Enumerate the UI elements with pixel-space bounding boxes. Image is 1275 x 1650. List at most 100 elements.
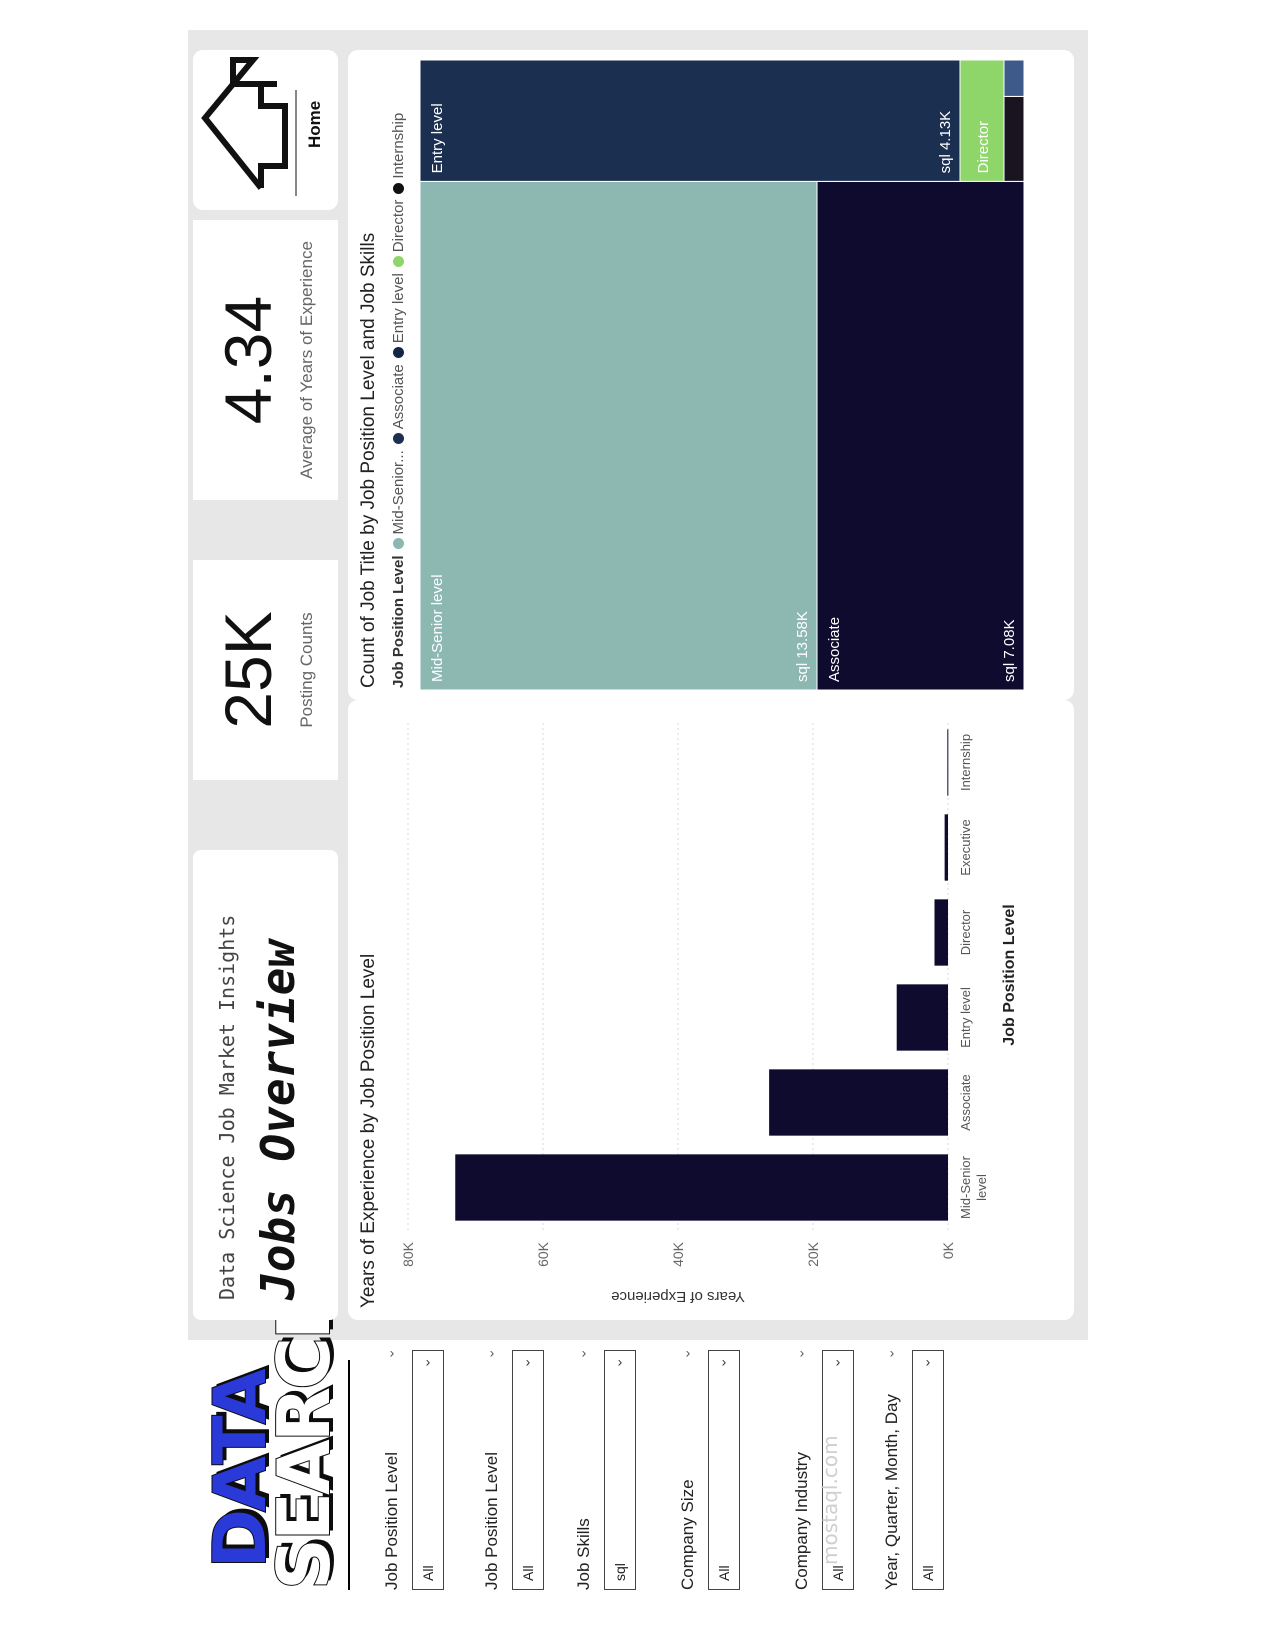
home-button[interactable]: Home <box>193 50 338 210</box>
x-axis-title: Job Position Level <box>1001 904 1018 1045</box>
x-tick-line: Mid-Senior <box>958 1155 973 1219</box>
logo-divider <box>348 1360 350 1590</box>
slicer-label: Company Size <box>678 1479 697 1590</box>
slicer-label: Job Position Level <box>382 1452 401 1590</box>
header: Data Science Job Market Insights Jobs Ov… <box>193 50 338 1320</box>
legend-dot-icon <box>393 182 404 194</box>
bar-entry-level <box>896 984 949 1051</box>
slicer-value: All <box>830 1565 846 1581</box>
legend-item-label: Mid-Senior... <box>390 450 407 535</box>
legend-item-internship[interactable]: Internship <box>390 113 407 194</box>
y-tick-label: 40K <box>670 1241 686 1267</box>
slicer-dropdown[interactable]: All › <box>412 1350 444 1590</box>
chevron-down-icon: › <box>925 1353 931 1370</box>
slicer-job-position-level: Job Position Level › All › <box>378 1344 444 1590</box>
slicer-dropdown[interactable]: All › <box>708 1350 740 1590</box>
tile-value: sql 4.13K <box>937 111 954 174</box>
tile-label: Associate <box>826 617 843 682</box>
x-tick-label: Executive <box>958 819 973 875</box>
y-axis-title: Years of Experience <box>611 1288 745 1305</box>
tile-mid-senior <box>419 180 818 691</box>
chevron-down-icon: › <box>835 1353 841 1370</box>
tile-value: sql 7.08K <box>1001 619 1018 682</box>
tile-label: Mid-Senior level <box>429 574 446 682</box>
slicer-label: Job Position Level <box>482 1452 501 1590</box>
data-search-logo: DATA SEARCH <box>197 1282 347 1591</box>
y-tick-label: 60K <box>535 1241 551 1267</box>
chevron-down-icon: › <box>525 1353 531 1370</box>
bar-director <box>934 899 948 966</box>
kpi-avg-experience: 4.34 Average of Years of Experience <box>193 220 338 500</box>
x-tick-label: Internship <box>958 734 973 791</box>
slicer-value: All <box>716 1565 732 1581</box>
chevron-right-icon[interactable]: › <box>581 1344 587 1361</box>
slicer-label: Job Skills <box>574 1518 593 1590</box>
slicer-value: All <box>520 1565 536 1581</box>
tile-value: sql 13.58K <box>794 611 811 682</box>
bar-internship <box>947 729 949 796</box>
tile-label: Director <box>975 121 992 174</box>
x-tick-label: Director <box>958 909 973 955</box>
legend-item-label: Director <box>390 199 407 253</box>
slicer-value: All <box>920 1565 936 1581</box>
chevron-down-icon: › <box>425 1353 431 1370</box>
slicer-label: Year, Quarter, Month, Day <box>882 1394 901 1590</box>
tile-executive <box>1003 59 1025 97</box>
chevron-right-icon[interactable]: › <box>489 1344 495 1361</box>
page-subtitle: Data Science Job Market Insights <box>215 914 239 1300</box>
y-tick-label: 80K <box>400 1241 416 1267</box>
kpi-value: 4.34 <box>211 295 285 425</box>
treemap-plot: Mid-Senior level sql 13.58K Associate sql 7… <box>419 59 1025 691</box>
kpi-label: Posting Counts <box>297 612 316 728</box>
bar-associate <box>769 1069 948 1136</box>
bar-mid-senior-level <box>455 1154 948 1221</box>
legend-item-label: Entry level <box>390 273 407 344</box>
kpi-posting-counts: 25K Posting Counts <box>193 560 338 780</box>
chevron-right-icon[interactable]: › <box>889 1344 895 1361</box>
y-tick-label: 0K <box>940 1241 956 1259</box>
legend-item-label: Internship <box>390 112 407 179</box>
legend-item-entry-level[interactable]: Entry level <box>390 273 407 359</box>
slicer-job-skills: Job Skills › sql › <box>570 1344 636 1590</box>
chevron-down-icon: › <box>721 1353 727 1370</box>
home-label: Home <box>305 100 324 148</box>
experience-bar-chart: Years of Experience by Job Position Leve… <box>348 700 1074 1320</box>
title-card: Data Science Job Market Insights Jobs Ov… <box>193 850 338 1320</box>
job-title-treemap: Count of Job Title by Job Position Level… <box>348 50 1074 700</box>
slicer-dropdown[interactable]: All › <box>512 1350 544 1590</box>
home-icon <box>201 57 297 196</box>
chevron-right-icon[interactable]: › <box>389 1344 395 1361</box>
x-tick-label: Mid-Seniorlevel <box>958 1155 989 1219</box>
dashboard-canvas: DATA SEARCH Job Position Level › All › Job… <box>188 30 1088 1610</box>
slicer-job-position-level-2: Job Position Level › All › <box>478 1344 544 1590</box>
tile-associate <box>816 180 1025 691</box>
y-tick-label: 20K <box>805 1241 821 1267</box>
tile-internship <box>1003 95 1025 182</box>
page-title: Jobs Overview <box>251 939 305 1300</box>
slicer-value: sql <box>612 1563 628 1581</box>
tile-label: Entry level <box>429 103 446 173</box>
treemap-legend: Job Position Level Mid-Senior... Associa… <box>390 107 407 688</box>
legend-dot-icon <box>393 538 404 550</box>
bar-executive <box>944 814 948 881</box>
legend-dot-icon <box>393 347 404 359</box>
chevron-down-icon: › <box>617 1353 623 1370</box>
x-tick-label: Associate <box>958 1074 973 1130</box>
bar-chart-plot: 0K 20K 40K 60K 80K Years of Experience Mid-Sen… <box>400 720 1018 1305</box>
legend-item-director[interactable]: Director <box>390 200 407 268</box>
slicer-company-size: Company Size › All › <box>674 1344 740 1590</box>
slicer-dropdown[interactable]: sql › <box>604 1350 636 1590</box>
chevron-right-icon[interactable]: › <box>685 1344 691 1361</box>
legend-item-associate[interactable]: Associate <box>390 364 407 445</box>
legend-title: Job Position Level <box>390 555 407 688</box>
x-tick-label: Entry level <box>958 987 973 1048</box>
chart-title: Years of Experience by Job Position Leve… <box>358 953 379 1308</box>
legend-item-mid-senior[interactable]: Mid-Senior... <box>390 450 407 550</box>
chart-title: Count of Job Title by Job Position Level… <box>358 232 379 688</box>
slicer-dropdown[interactable]: All › <box>912 1350 944 1590</box>
slicer-label: Company Industry <box>792 1452 811 1590</box>
kpi-label: Average of Years of Experience <box>297 241 316 479</box>
chevron-right-icon[interactable]: › <box>799 1344 805 1361</box>
x-tick-line: level <box>974 1174 989 1201</box>
legend-dot-icon <box>393 433 404 445</box>
